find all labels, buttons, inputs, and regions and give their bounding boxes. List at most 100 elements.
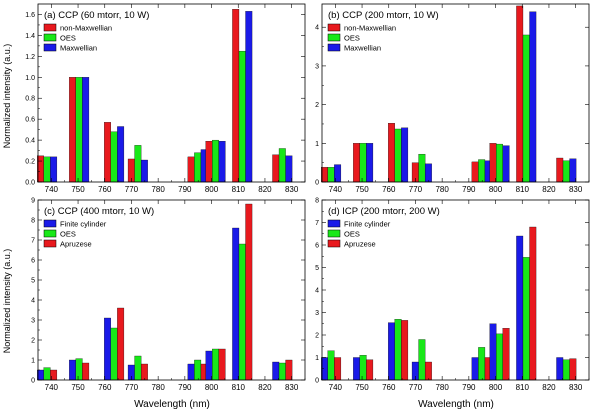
x-tick-label: 750 [71, 185, 85, 194]
bar-maxwellian-811.5 [529, 11, 537, 183]
bar-oes-763.5 [110, 131, 118, 183]
bar-maxwellian-750.4 [366, 143, 374, 183]
bar-oes-772.4 [418, 339, 426, 381]
bar-oes-826.5 [278, 362, 286, 381]
x-tick-label: 820 [542, 383, 556, 392]
x-tick-label: 830 [285, 383, 299, 392]
x-tick-label: 800 [489, 185, 503, 194]
bar-oes-794.8 [478, 347, 486, 381]
bar-apruzese-826.5 [569, 358, 577, 381]
y-tick-label: 1.2 [25, 54, 35, 61]
x-tick-label: 760 [382, 383, 396, 392]
x-tick-label: 780 [151, 383, 165, 392]
y-tick-label: 5 [315, 265, 319, 272]
legend-label-finite-cylinder: Finite cylinder [60, 220, 107, 229]
bar-oes-811.5 [522, 34, 530, 183]
legend-label-oes: OES [344, 230, 360, 239]
bar-finite-cylinder-794.8 [187, 363, 195, 381]
legend-swatch-apruzese [43, 239, 57, 248]
y-tick-label: 3 [315, 310, 319, 317]
bar-apruzese-772.4 [140, 363, 148, 381]
x-tick-label: 780 [151, 185, 165, 194]
y-tick-label: 6 [315, 243, 319, 250]
y-tick-label: 1.6 [25, 12, 35, 19]
y-tick-label: 1 [315, 355, 319, 362]
bar-apruzese-763.5 [117, 307, 125, 381]
y-tick-label: 2 [315, 102, 319, 109]
legend-label-maxwellian: Maxwellian [344, 44, 381, 53]
y-tick-label: 1 [31, 358, 35, 365]
chart-panel-3: 0 1 2 3 4 5 6 7 8 740 750 760 770 780 790 800 810 820 830 (… [315, 198, 590, 392]
bar-maxwellian-801.5 [218, 141, 226, 183]
y-tick-label: 8 [315, 198, 319, 205]
x-tick-label: 760 [98, 383, 112, 392]
legend-label-apruzese: Apruzese [344, 240, 376, 249]
bar-finite-cylinder-794.8 [471, 357, 479, 381]
bar-oes-801.5 [496, 143, 503, 183]
bar-oes-750.4 [359, 143, 367, 183]
bar-oes-794.8 [194, 359, 202, 381]
bar-oes-772.4 [418, 153, 426, 183]
legend-swatch-non-maxwellian [327, 23, 341, 32]
x-tick-label: 760 [382, 185, 396, 194]
x-tick-label: 790 [462, 383, 476, 392]
y-tick-label: 0.0 [25, 180, 35, 187]
x-tick-label: 740 [45, 185, 59, 194]
bar-non-maxwellian-811.5 [516, 5, 524, 183]
panel-title: (a) CCP (60 mtorr, 10 W) [44, 10, 149, 21]
bar-oes-811.5 [238, 243, 246, 381]
bar-non-maxwellian-826.5 [556, 157, 564, 183]
y-tick-label: 0 [31, 378, 35, 385]
bar-oes-801.5 [496, 333, 503, 381]
bar-oes-801.5 [212, 139, 219, 183]
bar-non-maxwellian-801.5 [205, 141, 213, 183]
bar-apruzese-750.4 [82, 362, 90, 381]
x-tick-label: 780 [435, 383, 449, 392]
bar-apruzese-811.5 [245, 203, 253, 381]
y-tick-label: 3 [31, 318, 35, 325]
bar-oes-772.4 [134, 145, 142, 183]
bar-oes-794.8 [478, 159, 486, 183]
y-tick-label: 1 [315, 141, 319, 148]
bar-oes-811.5 [238, 50, 246, 183]
y-tick-label: 7 [31, 238, 35, 245]
y-tick-label: 0.2 [25, 159, 35, 166]
y-tick-label: 0.8 [25, 96, 35, 103]
bar-finite-cylinder-801.5 [489, 323, 497, 381]
bar-oes-794.8 [194, 152, 202, 183]
bar-oes-763.5 [110, 327, 118, 381]
y-tick-label: 4 [315, 288, 319, 295]
legend-swatch-oes [327, 229, 341, 238]
bar-apruzese-826.5 [285, 359, 293, 381]
y-tick-label: 0 [315, 180, 319, 187]
legend-label-non-maxwellian: non-Maxwellian [60, 24, 112, 33]
bar-non-maxwellian-794.8 [187, 156, 195, 183]
legend-label-apruzese: Apruzese [60, 240, 92, 249]
bar-finite-cylinder-750.4 [69, 359, 76, 381]
x-tick-label: 780 [435, 185, 449, 194]
bar-finite-cylinder-750.4 [353, 357, 360, 381]
bar-oes-750.4 [359, 355, 367, 381]
bar-finite-cylinder-826.5 [556, 357, 564, 381]
bar-oes-738.4 [327, 350, 335, 381]
y-tick-label: 1.4 [25, 33, 35, 40]
legend-swatch-oes [327, 33, 341, 42]
x-tick-label: 740 [329, 383, 343, 392]
legend-swatch-apruzese [327, 239, 341, 248]
x-tick-label: 830 [285, 185, 299, 194]
panel-title: (d) ICP (200 mtorr, 200 W) [328, 206, 440, 217]
legend-swatch-oes [43, 229, 57, 238]
bar-non-maxwellian-811.5 [232, 9, 240, 183]
y-tick-label: 2 [31, 338, 35, 345]
bar-oes-826.5 [562, 160, 570, 183]
bar-oes-772.4 [134, 355, 142, 381]
x-tick-label: 810 [516, 383, 530, 392]
x-tick-label: 810 [232, 383, 246, 392]
x-tick-label: 740 [45, 383, 59, 392]
x-tick-label: 760 [98, 185, 112, 194]
bar-apruzese-763.5 [401, 320, 409, 381]
legend-label-maxwellian: Maxwellian [60, 44, 97, 53]
bar-oes-826.5 [562, 359, 570, 381]
y-tick-label: 4 [31, 298, 35, 305]
